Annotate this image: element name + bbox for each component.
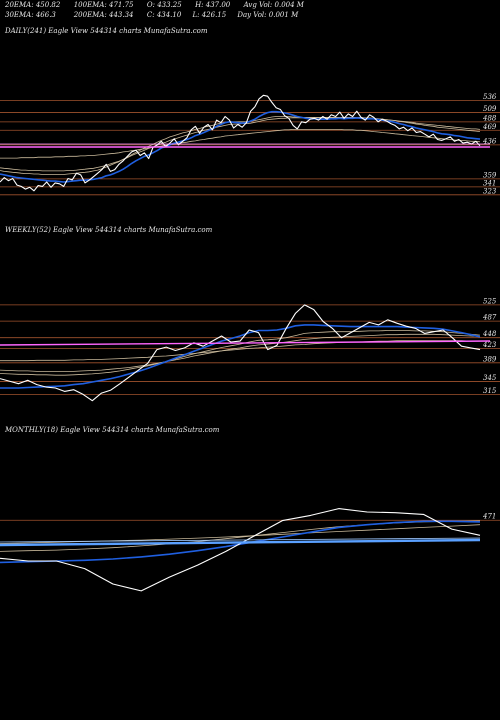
stat-low: L: 426.15 bbox=[192, 11, 227, 19]
weekly-magenta-band bbox=[0, 340, 491, 346]
daily-level-label: 436 bbox=[482, 137, 497, 145]
daily-level-label: 509 bbox=[483, 105, 497, 113]
daily-level-label: 341 bbox=[483, 179, 496, 187]
stat-20ema: 20EMA: 450.82 bbox=[5, 1, 61, 9]
weekly-level-label: 315 bbox=[483, 387, 497, 395]
weekly-ema-short-line bbox=[0, 324, 481, 389]
stat-200ema: 200EMA: 443.34 bbox=[73, 11, 134, 19]
daily-level-label: 488 bbox=[482, 114, 497, 122]
monthly-steel-band bbox=[0, 538, 481, 547]
daily-level-label: 323 bbox=[483, 187, 497, 195]
daily-panel-title: DAILY(241) Eagle View 544314 charts Muna… bbox=[5, 27, 208, 35]
weekly-panel: 525 487 448 423 389 345 315 bbox=[0, 297, 500, 402]
daily-ema-mid-1-line bbox=[0, 116, 481, 175]
stats-row-2: 30EMA: 466.3 200EMA: 443.34 C: 434.10 L:… bbox=[5, 11, 298, 19]
monthly-panel: 471 bbox=[0, 508, 500, 592]
daily-level-label: 359 bbox=[483, 171, 497, 179]
stat-high: H: 437.00 bbox=[195, 1, 231, 9]
weekly-level-label: 487 bbox=[482, 314, 497, 322]
monthly-panel-title: MONTHLY(18) Eagle View 544314 charts Mun… bbox=[5, 426, 220, 434]
weekly-level-label: 389 bbox=[483, 355, 497, 363]
stat-avg-vol: Avg Vol: 0.004 M bbox=[243, 1, 304, 9]
weekly-price-line bbox=[0, 304, 481, 402]
daily-ema-long-line bbox=[0, 128, 481, 159]
daily-level-label: 469 bbox=[482, 123, 497, 131]
weekly-level-label: 345 bbox=[483, 374, 497, 382]
monthly-level-label: 471 bbox=[482, 513, 496, 521]
stat-day-vol: Day Vol: 0.001 M bbox=[237, 11, 299, 19]
weekly-ema-long-line bbox=[0, 340, 480, 362]
weekly-ema-mid-2-line bbox=[0, 333, 481, 372]
daily-ema-short-line bbox=[0, 110, 481, 183]
stats-row-1: 20EMA: 450.82 100EMA: 471.75 O: 433.25 H… bbox=[5, 1, 304, 9]
weekly-level-label: 423 bbox=[482, 341, 497, 349]
stat-100ema: 100EMA: 471.75 bbox=[73, 1, 134, 9]
weekly-level-label: 448 bbox=[482, 330, 497, 338]
weekly-panel-title: WEEKLY(52) Eagle View 544314 charts Muna… bbox=[5, 226, 213, 234]
weekly-ema-mid-1-line bbox=[0, 330, 481, 376]
daily-price-line bbox=[0, 94, 481, 192]
monthly-steel-band-thin bbox=[0, 537, 481, 543]
stat-close: C: 434.10 bbox=[146, 11, 182, 19]
stat-open: O: 433.25 bbox=[146, 1, 182, 9]
stat-30ema: 30EMA: 466.3 bbox=[5, 11, 56, 19]
daily-level-label: 536 bbox=[483, 93, 497, 101]
weekly-level-label: 525 bbox=[483, 297, 497, 305]
